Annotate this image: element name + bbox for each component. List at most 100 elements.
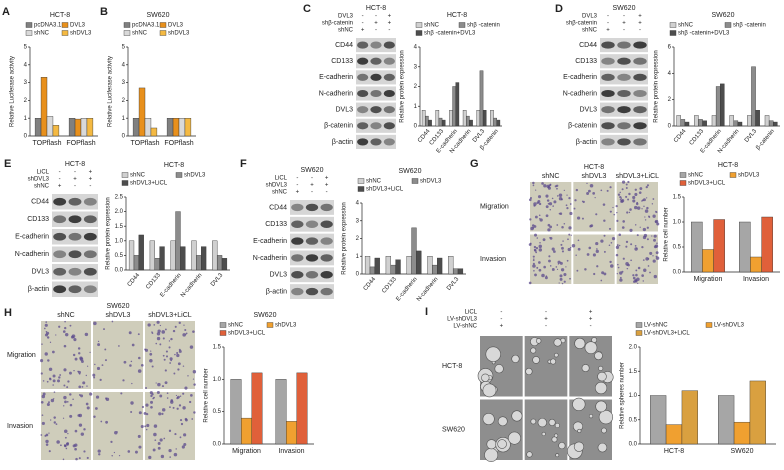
cell [655,256,660,260]
condition-sign: + [310,183,314,189]
cell [610,264,614,268]
legend-swatch [61,22,69,28]
band-label: β-actin [576,139,597,146]
cell [559,274,563,278]
cell [566,259,569,262]
cell [191,418,194,420]
y-tick-label: 1 [414,104,418,110]
chart-title: HCT-8 [50,12,70,19]
cell [131,382,133,385]
cell [44,352,48,356]
bar [406,256,412,275]
cell [74,429,78,433]
bar [448,256,454,275]
blot-band [383,89,395,98]
cell [74,357,78,361]
cell [159,394,163,398]
cell [567,238,569,241]
cell [642,259,645,261]
y-tick-label: 2.0 [629,345,638,351]
blot-band [320,254,333,262]
condition-sign: - [623,28,625,34]
cell [566,194,568,196]
legend-swatch [679,172,687,178]
cell [177,395,180,399]
cell [541,182,544,185]
bar [438,117,443,127]
cell [626,267,629,270]
cell [52,374,56,378]
bar [711,115,717,127]
cell [52,379,56,383]
legend-swatch [679,180,687,186]
cell [163,437,166,440]
cell [96,366,101,371]
condition-sign: - [607,21,609,27]
bar [684,121,690,127]
micrograph [573,182,615,232]
cell [95,407,98,410]
legend-label: shDVL3 [420,179,442,185]
cell [643,233,648,238]
cell [152,448,156,452]
legend-label: shDVL3 [738,173,760,179]
cell [73,369,75,372]
legend-swatch [635,322,643,328]
cell [47,401,50,404]
bar [170,240,176,271]
cell [77,414,81,417]
cell [596,248,598,250]
sphere [554,422,560,429]
condition-sign: + [89,170,93,176]
cell [63,395,67,400]
cell [612,206,614,209]
cell [649,251,653,255]
blot-title: SW620 [613,5,636,12]
cell [55,334,57,336]
cell [69,324,72,327]
y-tick-label: 0.5 [115,253,124,259]
bar [441,119,446,127]
bar [212,240,218,271]
blot-strip [290,216,334,232]
cell [615,245,620,249]
cell [64,332,69,337]
cell [111,455,113,457]
cell [639,226,641,228]
cell [155,342,158,345]
cell [66,386,69,389]
cell [137,369,142,373]
bar [457,268,464,275]
blot-band [305,237,319,245]
cell [619,278,623,282]
legend-swatch [415,22,423,28]
blot-band [291,220,304,228]
cell [556,224,559,226]
cell [558,193,563,197]
sphere [541,431,546,437]
cell [533,248,537,251]
condition-sign: + [589,317,593,323]
condition-sign: + [296,190,300,196]
cell [80,432,85,436]
cell [643,268,647,272]
bar [749,380,767,445]
cell [537,195,542,199]
cell [632,276,636,280]
x-tick-label: Migration [694,276,723,283]
cell [175,394,178,397]
sphere [597,371,607,382]
cell [94,363,96,366]
y-tick-label: 4 [356,201,360,207]
cell [48,432,50,434]
y-tick-label: 2 [668,97,672,103]
cell [543,184,547,188]
cell [179,395,182,398]
cell [571,244,576,248]
cell [532,259,535,262]
cell [652,198,655,200]
y-tick-label: 0.0 [213,442,222,448]
condition-label: shNC [338,28,354,34]
cell [528,243,532,246]
cell [642,280,644,282]
